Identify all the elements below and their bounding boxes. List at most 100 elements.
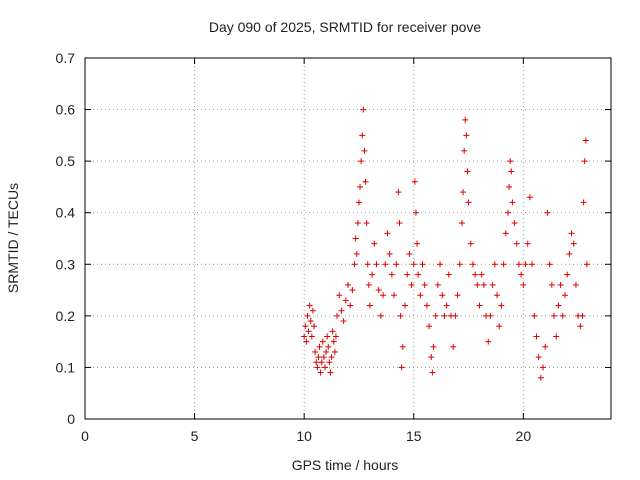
data-point — [421, 281, 428, 288]
data-point — [317, 369, 324, 376]
data-point — [398, 364, 405, 371]
data-point — [439, 292, 446, 299]
data-point — [531, 312, 538, 319]
data-point — [469, 261, 476, 268]
data-point — [445, 271, 452, 278]
data-point — [476, 302, 483, 309]
data-point — [353, 250, 360, 257]
data-point — [302, 323, 309, 330]
data-point — [577, 323, 584, 330]
data-point — [500, 261, 507, 268]
data-point — [354, 220, 361, 227]
x-axis-label: GPS time / hours — [292, 457, 399, 473]
data-point — [375, 287, 382, 294]
data-point — [465, 199, 472, 206]
data-point — [311, 323, 318, 330]
data-point — [377, 312, 384, 319]
data-point — [371, 240, 378, 247]
data-point — [581, 158, 588, 165]
data-point — [327, 369, 334, 376]
data-point — [323, 348, 330, 355]
data-point — [561, 292, 568, 299]
data-point — [559, 312, 566, 319]
data-point — [472, 271, 479, 278]
data-point — [399, 343, 406, 350]
data-point — [410, 261, 417, 268]
data-point — [551, 312, 558, 319]
data-point — [386, 250, 393, 257]
data-point — [384, 230, 391, 237]
data-point — [566, 250, 573, 257]
data-point — [352, 235, 359, 242]
data-point — [336, 292, 343, 299]
data-point — [507, 158, 514, 165]
data-point — [393, 261, 400, 268]
data-point — [506, 183, 513, 190]
data-point — [306, 302, 313, 309]
data-point — [318, 359, 325, 366]
data-point — [441, 312, 448, 319]
data-point — [522, 261, 529, 268]
data-point — [369, 271, 376, 278]
data-point — [502, 230, 509, 237]
data-point — [309, 307, 316, 314]
data-point — [511, 220, 518, 227]
data-point — [579, 312, 586, 319]
data-point — [570, 240, 577, 247]
data-point — [474, 281, 481, 288]
data-point — [419, 261, 426, 268]
data-point — [456, 261, 463, 268]
data-point — [498, 302, 505, 309]
data-point — [303, 338, 310, 345]
data-point — [480, 281, 487, 288]
data-point — [319, 338, 326, 345]
data-point — [464, 168, 471, 175]
data-point — [315, 354, 322, 361]
data-point — [338, 307, 345, 314]
data-point — [485, 338, 492, 345]
data-point — [301, 333, 308, 340]
data-point — [347, 302, 354, 309]
x-tick-label: 15 — [406, 428, 422, 444]
data-point — [391, 292, 398, 299]
data-point — [312, 348, 319, 355]
data-point — [364, 261, 371, 268]
data-point — [548, 281, 555, 288]
x-tick-label: 20 — [516, 428, 532, 444]
y-tick-label: 0.4 — [56, 205, 76, 221]
data-point — [412, 209, 419, 216]
x-tick-label: 0 — [81, 428, 89, 444]
data-point — [320, 354, 327, 361]
data-point — [388, 271, 395, 278]
data-point — [513, 240, 520, 247]
data-point — [428, 354, 435, 361]
x-axis-ticks: 0 5 10 15 20 — [81, 58, 531, 444]
data-point — [328, 354, 335, 361]
y-tick-label: 0 — [67, 411, 75, 427]
data-point — [340, 318, 347, 325]
data-point — [404, 271, 411, 278]
data-point — [518, 271, 525, 278]
data-point — [304, 312, 311, 319]
data-points — [301, 106, 590, 381]
data-point — [406, 250, 413, 257]
data-point — [553, 333, 560, 340]
data-point — [334, 312, 341, 319]
y-tick-label: 0.5 — [56, 153, 76, 169]
data-point — [360, 106, 367, 113]
data-point — [307, 318, 314, 325]
data-point — [345, 281, 351, 288]
data-point — [443, 302, 450, 309]
data-point — [542, 343, 549, 350]
data-point — [461, 147, 468, 154]
data-point — [454, 292, 461, 299]
data-point — [537, 374, 544, 381]
data-point — [429, 369, 436, 376]
data-point — [414, 240, 421, 247]
data-point — [434, 281, 441, 288]
data-point — [462, 116, 469, 123]
grid-lines — [85, 58, 611, 419]
data-point — [509, 199, 516, 206]
data-point — [557, 281, 564, 288]
